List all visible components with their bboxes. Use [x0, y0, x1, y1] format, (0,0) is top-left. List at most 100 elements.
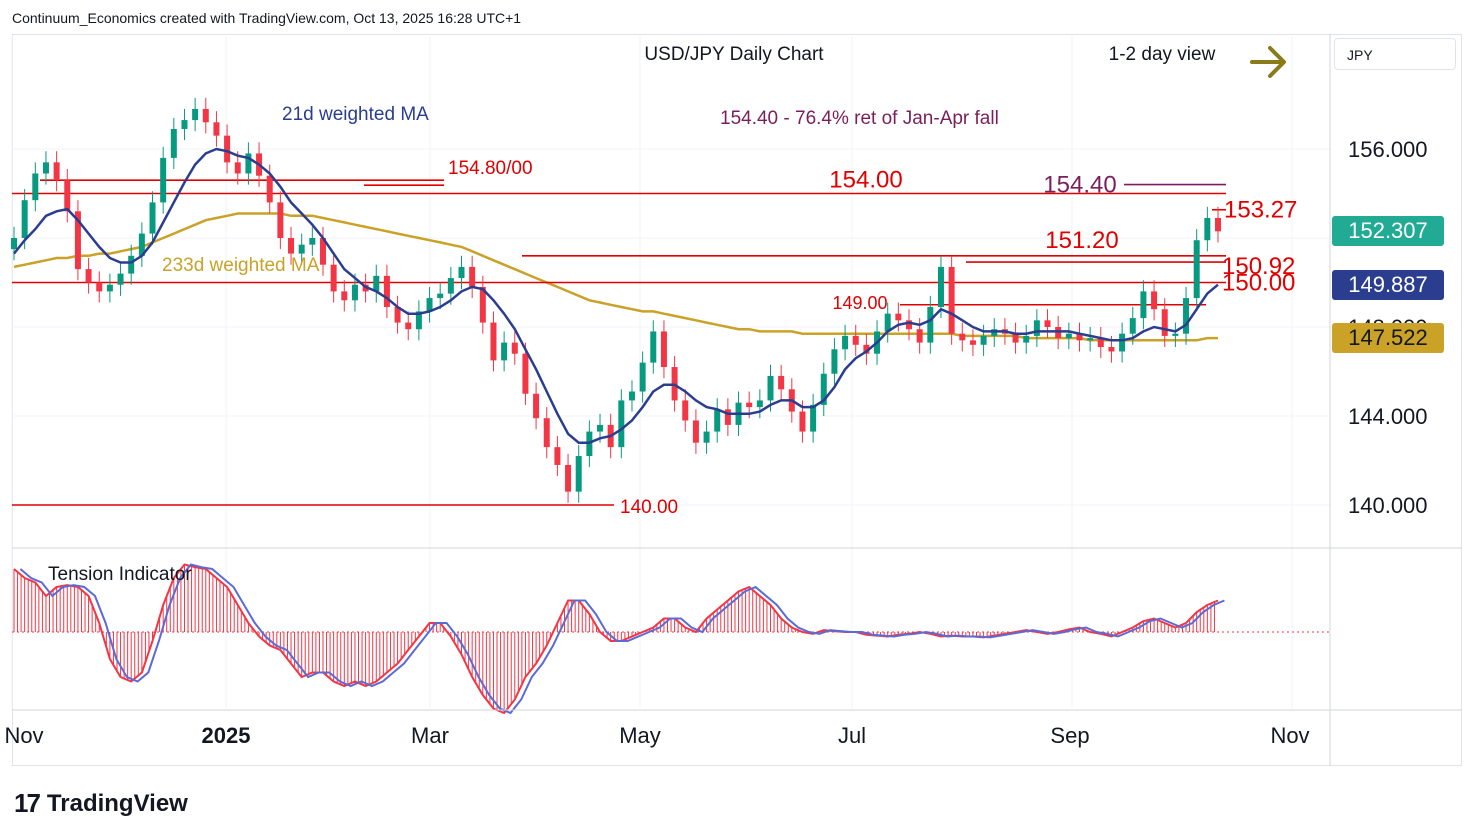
arrow-right-icon — [1250, 46, 1286, 78]
candle-body — [213, 122, 220, 136]
tension-indicator: Tension Indicator — [12, 563, 1330, 715]
candle — [202, 97, 209, 134]
candle — [117, 262, 124, 296]
candle — [1012, 322, 1019, 354]
candle-body — [628, 391, 635, 401]
candle — [703, 420, 710, 454]
candle — [330, 253, 337, 303]
candle-body — [21, 200, 28, 238]
candle — [277, 191, 284, 250]
candle — [373, 264, 380, 303]
candle — [309, 226, 316, 256]
candle-body — [863, 344, 870, 354]
candle — [245, 142, 252, 185]
candle-body — [479, 286, 486, 323]
candle — [682, 389, 689, 432]
symbol-selector[interactable]: JPY — [1334, 38, 1456, 70]
ma21-price-tag: 149.887 — [1332, 270, 1444, 300]
candle-body — [639, 362, 646, 392]
candle-body — [703, 431, 710, 443]
candle — [927, 295, 934, 354]
y-tick-label: 140.000 — [1348, 493, 1428, 518]
candle — [415, 300, 422, 341]
candle — [319, 226, 326, 276]
candle-body — [85, 269, 92, 283]
level-label: 149.00 — [832, 293, 887, 313]
candle — [85, 258, 92, 294]
candle-body — [522, 353, 529, 394]
candle-body — [543, 418, 550, 448]
candle-body — [980, 335, 987, 345]
candle-body — [309, 238, 316, 245]
indicator-title: Tension Indicator — [48, 564, 192, 585]
x-tick-label: Nov — [1270, 723, 1309, 748]
candle-body — [948, 266, 955, 334]
candle — [181, 108, 188, 141]
candle — [1023, 324, 1030, 354]
candle — [1183, 286, 1190, 345]
candle-body — [810, 404, 817, 432]
level-label: 154.00 — [829, 167, 902, 194]
candle-body — [778, 375, 785, 390]
candle-body — [437, 293, 444, 299]
candle — [1161, 298, 1168, 348]
candle — [831, 338, 838, 385]
axes: 140.000144.000148.000156.000Nov2025MarMa… — [4, 34, 1462, 766]
candle — [192, 97, 199, 132]
candle-body — [192, 108, 199, 121]
candle-body — [490, 322, 497, 361]
candle-body — [138, 233, 145, 256]
candle — [1076, 322, 1083, 352]
candle — [1119, 322, 1126, 363]
candle-body — [1193, 240, 1200, 299]
candle-body — [469, 266, 476, 287]
level-label: 150.92 — [1222, 253, 1295, 280]
candle — [490, 311, 497, 372]
candle — [842, 324, 849, 361]
candle-body — [565, 464, 572, 492]
level-label: 154.80/00 — [448, 158, 533, 179]
candle — [959, 322, 966, 352]
candle-body — [511, 342, 518, 354]
candle-body — [53, 162, 60, 181]
candle-body — [351, 284, 358, 301]
candle-body — [767, 375, 774, 401]
candle-body — [554, 447, 561, 465]
candle-body — [128, 255, 135, 274]
candle-body — [224, 135, 231, 163]
candle — [628, 380, 635, 412]
candle-body — [959, 333, 966, 341]
candle-body — [1204, 217, 1211, 241]
x-tick-label: Jul — [838, 723, 866, 748]
candles — [11, 97, 1221, 503]
candle — [895, 302, 902, 332]
candle-body — [1172, 333, 1179, 336]
candle-body — [42, 162, 49, 174]
candle — [405, 311, 412, 341]
tradingview-logo[interactable]: 17 TradingView — [14, 788, 188, 819]
candle-body — [916, 329, 923, 343]
candle-body — [895, 313, 902, 321]
fib-annotation: 154.40 - 76.4% ret of Jan-Apr fall — [720, 108, 999, 129]
candle-body — [160, 157, 167, 203]
candle — [96, 271, 103, 303]
candle — [1140, 280, 1147, 330]
candle-body — [1033, 320, 1040, 336]
candle-body — [1151, 291, 1158, 310]
candle — [554, 436, 561, 477]
candle-body — [842, 335, 849, 350]
candle — [778, 364, 785, 401]
candle — [810, 393, 817, 443]
candle — [884, 302, 891, 343]
ma21-path — [13, 147, 1219, 444]
candle — [288, 226, 295, 265]
candle — [160, 146, 167, 214]
candle-body — [756, 400, 763, 408]
candle-body — [373, 275, 380, 292]
candle-body — [1076, 333, 1083, 341]
candle — [1204, 206, 1211, 252]
chart-title: USD/JPY Daily Chart — [644, 44, 824, 65]
candle-body — [714, 409, 721, 432]
candle — [575, 444, 582, 503]
